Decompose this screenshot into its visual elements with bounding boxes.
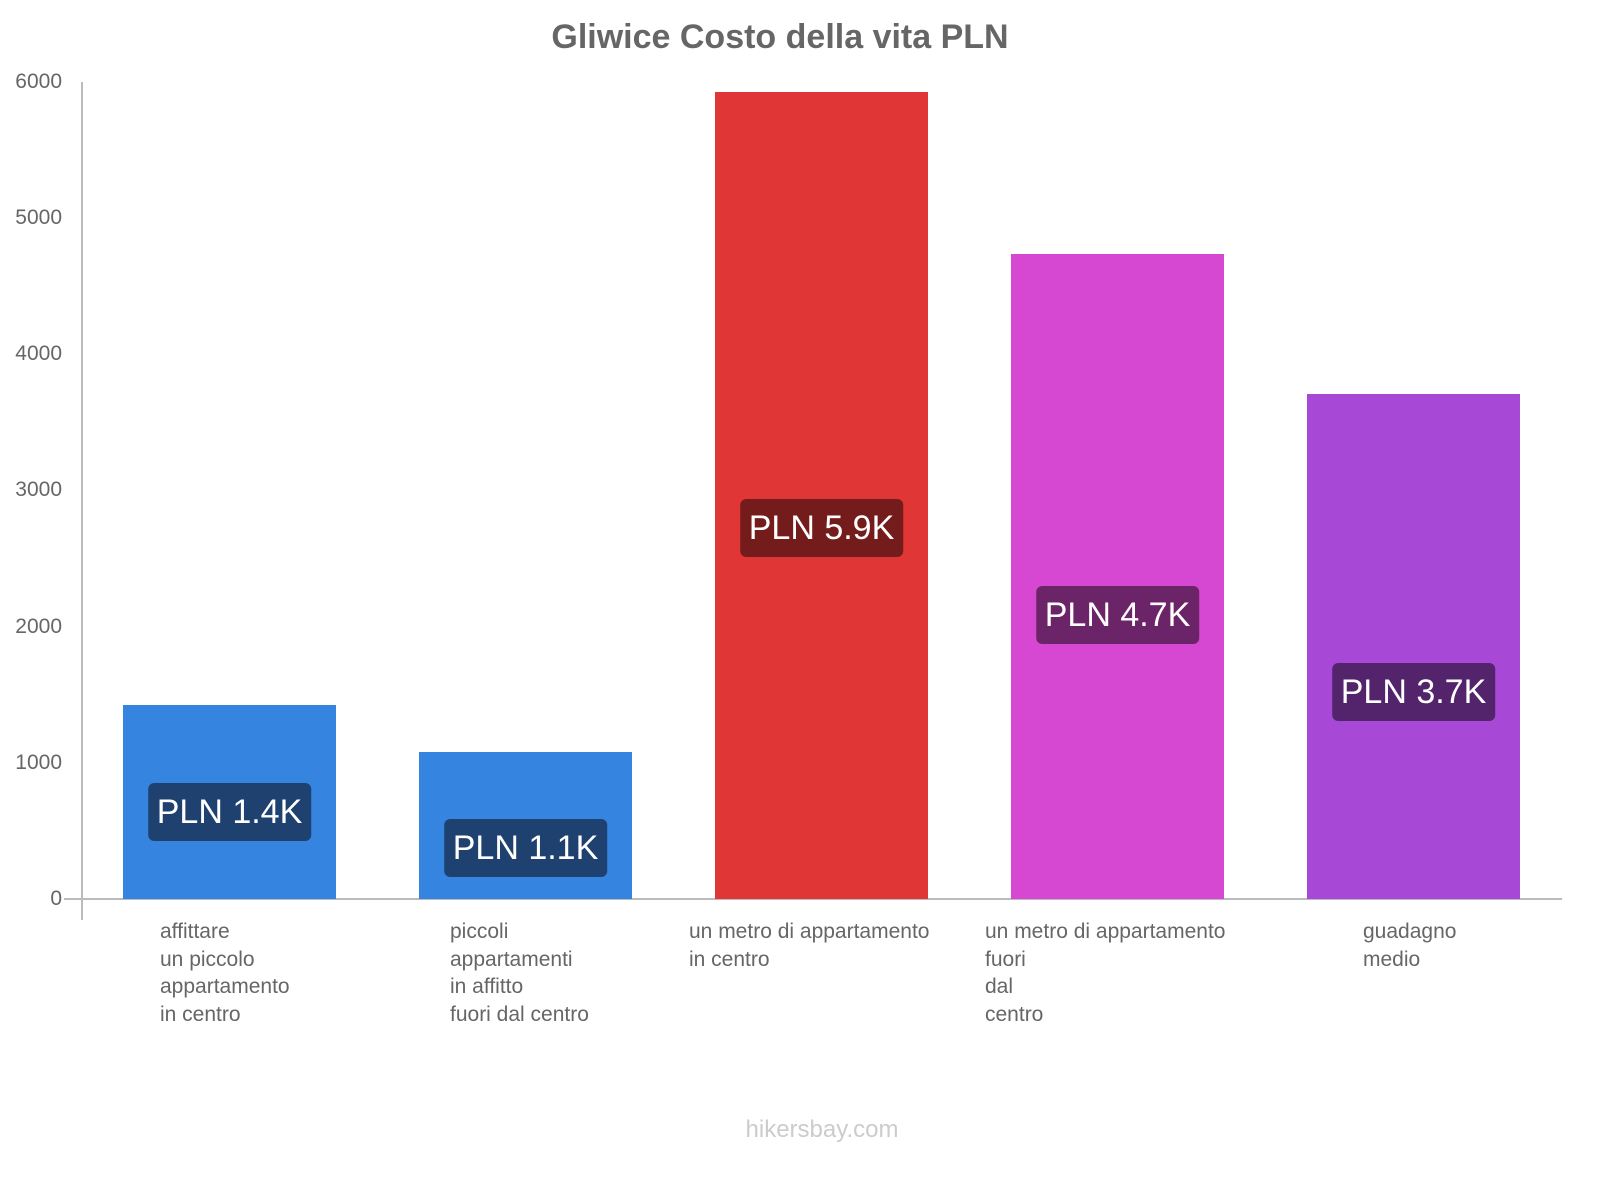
bar-value-label: PLN 5.9K xyxy=(739,498,904,557)
y-axis-line xyxy=(81,82,83,920)
x-axis-line xyxy=(64,898,1562,900)
bar-value-label: PLN 1.4K xyxy=(147,782,312,841)
y-tick-label: 4000 xyxy=(15,342,62,365)
bar: PLN 1.4K xyxy=(123,704,336,899)
bar: PLN 5.9K xyxy=(715,92,928,899)
y-tick-label: 5000 xyxy=(15,206,62,229)
y-tick-label: 0 xyxy=(50,887,62,910)
chart-title: Gliwice Costo della vita PLN xyxy=(551,18,1009,56)
watermark: hikersbay.com xyxy=(745,1116,899,1143)
x-tick-label: affittare un piccolo appartamento in centro xyxy=(160,920,290,1026)
bar-value-label: PLN 4.7K xyxy=(1035,586,1200,645)
x-tick-label: guadagno medio xyxy=(1363,920,1457,971)
y-tick-label: 3000 xyxy=(15,478,62,501)
y-tick-label: 6000 xyxy=(15,70,62,93)
bar-value-label: PLN 1.1K xyxy=(443,818,608,877)
bar: PLN 4.7K xyxy=(1011,254,1224,899)
bar-value-label: PLN 3.7K xyxy=(1331,662,1496,721)
x-tick-label: un metro di appartamento in centro xyxy=(689,920,930,971)
bar: PLN 3.7K xyxy=(1307,393,1520,899)
x-tick-label: un metro di appartamento fuori dal centro xyxy=(985,920,1226,1026)
y-tick-label: 2000 xyxy=(15,615,62,638)
bar: PLN 1.1K xyxy=(419,751,632,899)
y-tick-label: 1000 xyxy=(15,751,62,774)
x-tick-label: piccoli appartamenti in affitto fuori dal c… xyxy=(450,920,589,1026)
